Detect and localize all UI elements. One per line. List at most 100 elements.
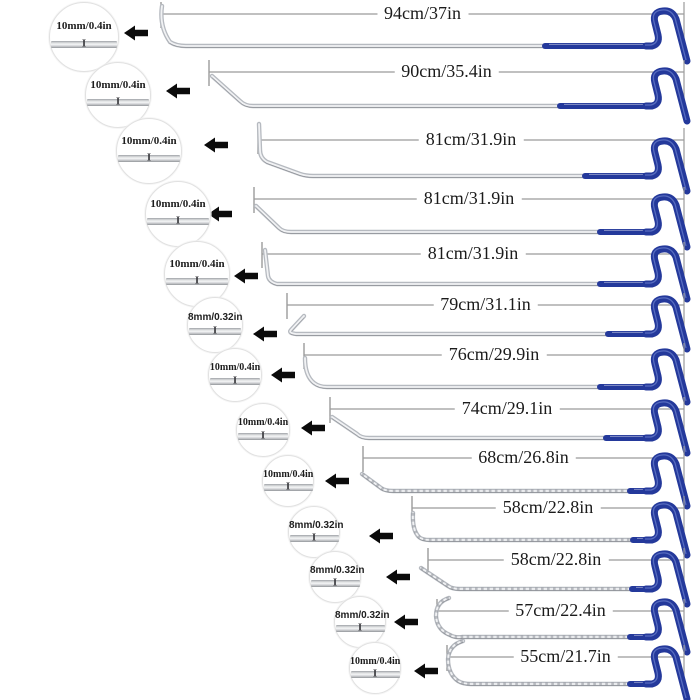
length-label: 81cm/31.9in (418, 129, 524, 151)
handle-hook-highlight (645, 9, 687, 61)
tip-pin-icon: I (115, 95, 121, 108)
tip-size-label: 8mm/0.32in (310, 564, 365, 576)
rod-shaft-highlight (211, 75, 647, 107)
length-label: 81cm/31.9in (416, 188, 522, 210)
tip-pin-icon: I (332, 576, 338, 589)
rod-shaft (253, 203, 649, 235)
left-arrow-icon (208, 206, 232, 222)
rod-row (301, 397, 691, 457)
tip-cross-section-rod (310, 580, 360, 587)
tip-detail-circle: 10mm/0.4in I (85, 62, 151, 128)
rod-shaft-highlight (255, 205, 647, 233)
tip-size-label: 10mm/0.4in (237, 417, 289, 429)
handle-hook-highlight (645, 350, 687, 402)
left-arrow-icon (325, 473, 349, 489)
tip-cross-section-rod (263, 484, 313, 491)
rod-shaft-shadow-edge (412, 514, 646, 542)
rod-row (271, 343, 691, 406)
tip-cross-section-rod (237, 433, 289, 441)
length-label: 90cm/35.4in (394, 61, 499, 83)
handle-hook (642, 452, 691, 510)
tip-cross-section-rod (117, 154, 181, 162)
tip-pin-icon: I (146, 151, 152, 164)
rod-shaft-highlight (264, 249, 647, 285)
tip-pin-icon: I (194, 274, 200, 287)
rod-row (394, 595, 691, 656)
handle-hook-highlight (645, 552, 687, 604)
handle-hook-highlight (645, 297, 687, 349)
tip-cross-section-rod (350, 671, 400, 678)
length-label: 74cm/29.1in (454, 398, 560, 420)
tip-detail-circle: 10mm/0.4in I (145, 181, 211, 247)
tip-pin-icon: I (81, 37, 87, 50)
handle-hook-highlight (645, 139, 687, 191)
rod-shaft-shadow-edge (211, 76, 646, 108)
tip-detail-circle: 10mm/0.4in I (236, 403, 290, 457)
tip-detail-circle: 8mm/0.32in I (187, 297, 243, 353)
handle-hook (642, 550, 691, 608)
rod-row (204, 121, 691, 195)
length-label: 57cm/22.4in (508, 600, 613, 622)
handle-hook (642, 399, 691, 457)
left-arrow-icon (301, 420, 325, 436)
tip-detail-circle: 10mm/0.4in I (116, 118, 182, 184)
tip-detail-circle: 10mm/0.4in I (208, 348, 262, 402)
length-label: 94cm/37in (377, 3, 468, 25)
length-label: 76cm/29.9in (441, 344, 547, 366)
handle-hook-highlight (645, 69, 687, 121)
rod-shaft (329, 414, 649, 441)
tip-pin-icon: I (212, 324, 218, 337)
tip-detail-circle: 10mm/0.4in I (262, 455, 314, 507)
rod-row (166, 60, 691, 125)
rod-row (253, 293, 691, 353)
handle-hook-highlight (645, 195, 687, 247)
tip-detail-circle: 8mm/0.32in I (309, 551, 365, 603)
left-arrow-icon (204, 137, 228, 153)
tip-cross-section-rod (289, 535, 339, 542)
tip-cross-section-rod (165, 277, 229, 285)
tip-cross-section-rod (86, 98, 150, 106)
rod-row (369, 496, 691, 559)
length-label: 79cm/31.1in (433, 294, 538, 316)
tip-size-label: 10mm/0.4in (150, 198, 206, 211)
tip-size-label: 10mm/0.4in (90, 79, 146, 92)
rod-row (414, 638, 691, 700)
rod-shaft-highlight (420, 567, 647, 590)
rod-shaft-twist-texture (361, 472, 646, 493)
handle-hook-highlight (645, 454, 687, 506)
rod-shaft-highlight (304, 357, 647, 388)
left-arrow-icon (166, 83, 190, 99)
left-arrow-icon (386, 569, 410, 585)
rod-shaft-highlight (361, 473, 647, 492)
left-arrow-icon (124, 25, 148, 41)
tip-cross-section-rod (209, 378, 261, 386)
tip-pin-icon: I (285, 480, 291, 493)
tip-cross-section-rod (50, 41, 118, 49)
handle-hook-highlight (645, 600, 687, 652)
rod-shaft-twist-texture (411, 512, 646, 542)
rod-row (386, 548, 691, 608)
tip-size-label: 10mm/0.4in (209, 362, 261, 374)
handle-hook (642, 137, 691, 195)
length-label: 68cm/26.8in (471, 447, 576, 469)
rod-shaft-shadow-edge (255, 206, 646, 234)
tip-size-label: 10mm/0.4in (56, 20, 112, 33)
handle-hook (642, 295, 691, 353)
left-arrow-icon (234, 268, 258, 284)
tip-pin-icon: I (232, 374, 238, 387)
tip-detail-circle: 8mm/0.32in I (288, 506, 343, 558)
tip-size-label: 8mm/0.32in (188, 311, 243, 323)
tip-pin-icon: I (311, 531, 317, 544)
tip-size-label: 10mm/0.4in (121, 135, 177, 148)
handle-hook (642, 193, 691, 251)
rod-row (124, 2, 691, 65)
rod-shaft-highlight (331, 416, 647, 439)
tip-cross-section-rod (146, 217, 210, 225)
rod-shaft-shadow-edge (331, 417, 646, 440)
rod-shaft (418, 565, 649, 592)
rod-shaft (359, 471, 649, 494)
handle-hook-highlight (645, 247, 687, 299)
handle-hook (642, 598, 691, 656)
left-arrow-icon (369, 528, 393, 544)
